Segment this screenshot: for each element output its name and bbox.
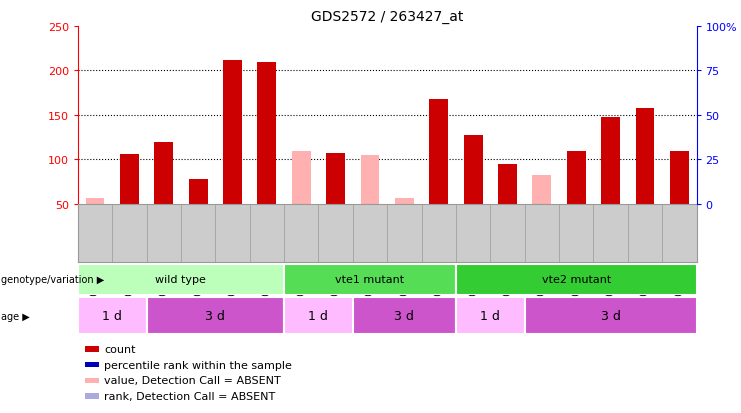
Bar <box>284 264 456 295</box>
Text: rank, Detection Call = ABSENT: rank, Detection Call = ABSENT <box>104 391 276 401</box>
Bar <box>567 151 585 204</box>
Bar <box>120 155 139 204</box>
Text: value, Detection Call = ABSENT: value, Detection Call = ABSENT <box>104 375 282 385</box>
Text: count: count <box>104 344 136 354</box>
Text: 1 d: 1 d <box>102 309 122 323</box>
Bar <box>189 180 207 204</box>
Bar <box>154 142 173 204</box>
Bar <box>601 117 620 204</box>
Bar <box>284 297 353 335</box>
Bar <box>456 264 697 295</box>
Bar <box>670 151 689 204</box>
Bar <box>498 164 517 204</box>
Bar <box>456 297 525 335</box>
Bar <box>85 198 104 204</box>
Bar <box>353 297 456 335</box>
Text: 3 d: 3 d <box>394 309 414 323</box>
Text: 3 d: 3 d <box>205 309 225 323</box>
Bar <box>326 154 345 204</box>
Bar <box>147 297 284 335</box>
Bar <box>292 152 310 204</box>
Bar <box>429 100 448 204</box>
Bar <box>525 297 697 335</box>
Bar <box>395 198 413 204</box>
Bar <box>532 175 551 204</box>
Text: genotype/variation ▶: genotype/variation ▶ <box>1 275 104 285</box>
Bar <box>257 62 276 204</box>
Text: 3 d: 3 d <box>601 309 620 323</box>
Text: wild type: wild type <box>156 275 206 285</box>
Text: 1 d: 1 d <box>480 309 500 323</box>
Text: vte1 mutant: vte1 mutant <box>336 275 405 285</box>
Text: 1 d: 1 d <box>308 309 328 323</box>
Bar <box>78 264 284 295</box>
Bar <box>464 136 482 204</box>
Text: age ▶: age ▶ <box>1 311 30 321</box>
Bar <box>223 61 242 204</box>
Title: GDS2572 / 263427_at: GDS2572 / 263427_at <box>311 10 463 24</box>
Bar <box>78 297 147 335</box>
Bar <box>361 156 379 204</box>
Bar <box>636 109 654 204</box>
Text: percentile rank within the sample: percentile rank within the sample <box>104 360 293 370</box>
Text: vte2 mutant: vte2 mutant <box>542 275 611 285</box>
